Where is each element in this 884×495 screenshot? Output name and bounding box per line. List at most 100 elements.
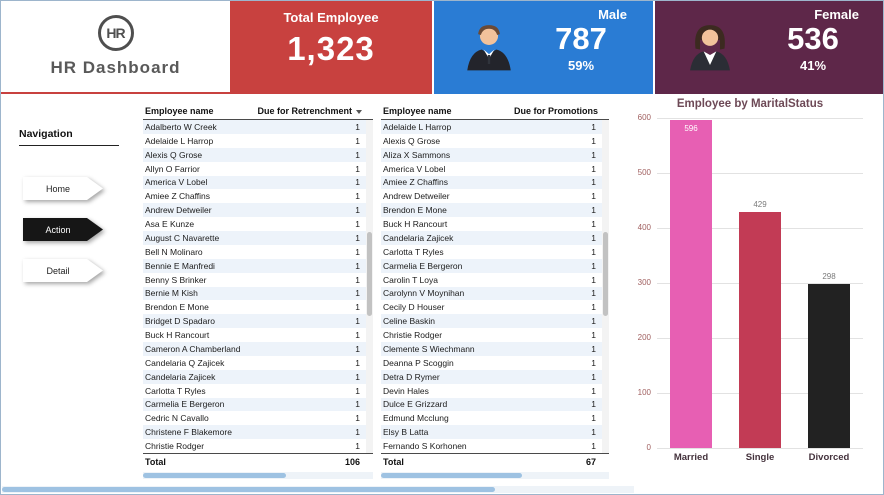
employee-name-cell: Carolin T Loya: [383, 274, 438, 285]
total-value: 67: [585, 457, 596, 467]
table-row[interactable]: Edmund Mcclung 1: [381, 411, 609, 425]
sidebar-item-action[interactable]: Action: [23, 218, 103, 241]
table-row[interactable]: Benny S Brinker 1: [143, 273, 373, 287]
employee-name-cell: Edmund Mcclung: [383, 413, 449, 424]
table-row[interactable]: Brendon E Mone 1: [143, 300, 373, 314]
table-row[interactable]: Fernando S Korhonen 1: [381, 439, 609, 453]
table-row[interactable]: Aliza X Sammons 1: [381, 147, 609, 162]
value-cell: 1: [591, 427, 596, 438]
table-row[interactable]: Buck H Rancourt 1: [381, 217, 609, 231]
table-row[interactable]: Carolin T Loya 1: [381, 273, 609, 287]
table-row[interactable]: Bennie E Manfredi 1: [143, 258, 373, 273]
table-row[interactable]: Candelaria Zajicek 1: [143, 369, 373, 384]
table-row[interactable]: Andrew Detweiler 1: [143, 203, 373, 218]
table-row[interactable]: Brendon E Mone 1: [381, 203, 609, 218]
value-cell: 1: [355, 274, 360, 285]
sidebar-item-home[interactable]: Home: [23, 177, 103, 200]
employee-name-cell: Benny S Brinker: [145, 274, 207, 285]
table-row[interactable]: Devin Hales 1: [381, 384, 609, 398]
employee-name-cell: Bennie E Manfredi: [145, 260, 215, 271]
table-row[interactable]: Deanna P Scoggin 1: [381, 356, 609, 370]
employee-name-cell: Alexis Q Grose: [145, 149, 203, 160]
employee-name-cell: Cecily D Houser: [383, 302, 445, 313]
table-row[interactable]: America V Lobel 1: [381, 162, 609, 176]
table-row[interactable]: Bell N Molinaro 1: [143, 245, 373, 259]
vertical-scrollbar[interactable]: [602, 120, 609, 453]
table-row[interactable]: Allyn O Farrior 1: [143, 162, 373, 176]
table-row[interactable]: Cecily D Houser 1: [381, 300, 609, 314]
chart-x-labels: Married Single Divorced: [657, 452, 863, 463]
sidebar-item-detail[interactable]: Detail: [23, 259, 103, 282]
table-row[interactable]: Adelaide L Harrop 1: [381, 120, 609, 134]
table-row[interactable]: Celine Baskin 1: [381, 314, 609, 329]
table-row[interactable]: Bernie M Kish 1: [143, 286, 373, 301]
table-body: Adelaide L Harrop 1 Alexis Q Grose 1 Aliza X…: [381, 120, 609, 453]
male-card[interactable]: Male 787 59%: [432, 1, 653, 94]
category-label: Divorced: [808, 452, 850, 463]
table-row[interactable]: Amiee Z Chaffins 1: [143, 189, 373, 203]
y-tick-label: 0: [646, 443, 651, 452]
value-cell: 1: [355, 205, 360, 216]
table-row[interactable]: Detra D Rymer 1: [381, 369, 609, 384]
chevron-down-icon[interactable]: [356, 109, 362, 114]
employee-name-cell: Aliza X Sammons: [383, 149, 451, 160]
y-tick-label: 100: [637, 388, 651, 397]
value-cell: 1: [591, 357, 596, 368]
employee-name-cell: America V Lobel: [383, 163, 446, 174]
value-cell: 1: [355, 413, 360, 424]
table-row[interactable]: August C Navarette 1: [143, 231, 373, 245]
table-row[interactable]: Elsy B Latta 1: [381, 425, 609, 440]
column-header-employee-name[interactable]: Employee name: [383, 106, 452, 116]
value-cell: 1: [591, 330, 596, 341]
table-row[interactable]: Christene F Blakemore 1: [143, 425, 373, 440]
employee-name-cell: Adalberto W Creek: [145, 121, 217, 132]
table-row[interactable]: Candelaria Zajicek 1: [381, 231, 609, 245]
table-row[interactable]: Carmelia E Bergeron 1: [143, 397, 373, 412]
value-cell: 1: [355, 427, 360, 438]
bar-single[interactable]: 429: [739, 200, 781, 448]
column-header-due-promotions[interactable]: Due for Promotions: [513, 106, 598, 116]
table-row[interactable]: Carolynn V Moynihan 1: [381, 286, 609, 301]
bar-divorced[interactable]: 298: [808, 272, 850, 448]
table-row[interactable]: Christie Rodger 1: [381, 328, 609, 342]
table-row[interactable]: Clemente S Wiechmann 1: [381, 342, 609, 356]
chart-title: Employee by MaritalStatus: [676, 98, 824, 110]
total-employee-card[interactable]: Total Employee 1,323: [230, 1, 432, 94]
employee-name-cell: Allyn O Farrior: [145, 163, 200, 174]
female-card[interactable]: Female 536 41%: [653, 1, 883, 94]
page-horizontal-scrollbar[interactable]: [2, 486, 634, 493]
total-label: Total: [145, 457, 166, 467]
value-cell: 1: [355, 149, 360, 160]
value-cell: 1: [355, 191, 360, 202]
horizontal-scrollbar[interactable]: [381, 472, 609, 479]
table-row[interactable]: Andrew Detweiler 1: [381, 189, 609, 203]
table-row[interactable]: Alexis Q Grose 1: [143, 147, 373, 162]
bar-married[interactable]: 596: [670, 120, 712, 448]
vertical-scrollbar[interactable]: [366, 120, 373, 453]
column-header-due-retrenchment[interactable]: Due for Retrenchment: [257, 106, 362, 116]
table-row[interactable]: Candelaria Q Zajicek 1: [143, 356, 373, 370]
value-cell: 1: [591, 205, 596, 216]
y-tick-label: 600: [637, 113, 651, 122]
table-row[interactable]: Cedric N Cavallo 1: [143, 411, 373, 425]
table-row[interactable]: America V Lobel 1: [143, 175, 373, 190]
table-row[interactable]: Buck H Rancourt 1: [143, 328, 373, 342]
horizontal-scrollbar[interactable]: [143, 472, 373, 479]
table-row[interactable]: Christie Rodger 1: [143, 439, 373, 453]
table-row[interactable]: Amiee Z Chaffins 1: [381, 175, 609, 190]
table-row[interactable]: Carmelia E Bergeron 1: [381, 258, 609, 273]
table-row[interactable]: Asa E Kunze 1: [143, 217, 373, 231]
table-row[interactable]: Bridget D Spadaro 1: [143, 314, 373, 329]
table-row[interactable]: Cameron A Chamberland 1: [143, 342, 373, 356]
table-row[interactable]: Dulce E Grizzard 1: [381, 397, 609, 412]
table-row[interactable]: Alexis Q Grose 1: [381, 134, 609, 148]
table-row[interactable]: Carlotta T Ryles 1: [143, 384, 373, 398]
column-header-employee-name[interactable]: Employee name: [145, 106, 214, 116]
table-row[interactable]: Adalberto W Creek 1: [143, 120, 373, 134]
male-value: 787: [555, 21, 607, 56]
employee-name-cell: Christene F Blakemore: [145, 427, 232, 438]
table-row[interactable]: Adelaide L Harrop 1: [143, 134, 373, 148]
value-cell: 1: [355, 399, 360, 410]
employee-name-cell: Fernando S Korhonen: [383, 441, 467, 452]
table-row[interactable]: Carlotta T Ryles 1: [381, 245, 609, 259]
